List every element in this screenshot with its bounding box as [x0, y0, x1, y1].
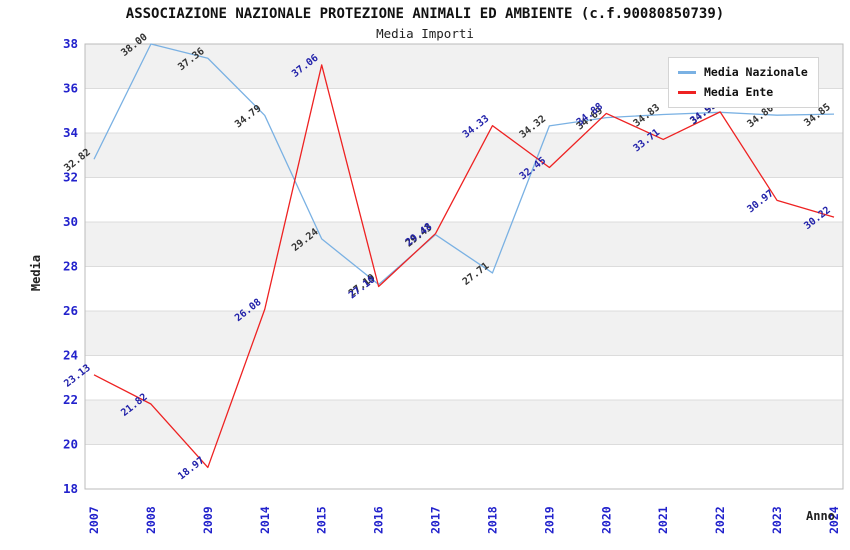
- x-tick-label: 2008: [144, 506, 158, 534]
- x-tick-label: 2017: [429, 506, 443, 534]
- chart-title: ASSOCIAZIONE NAZIONALE PROTEZIONE ANIMAL…: [125, 6, 725, 22]
- x-tick-label: 2020: [599, 506, 613, 534]
- band-row: [85, 133, 843, 178]
- x-tick-label: 2016: [372, 506, 386, 534]
- band-row: [85, 222, 843, 267]
- chart-legend: Media Nazionale Media Ente: [668, 57, 819, 108]
- y-tick-label: 22: [63, 392, 78, 407]
- y-tick-label: 38: [63, 36, 78, 51]
- y-tick-label: 20: [63, 437, 78, 452]
- x-tick-label: 2014: [258, 506, 272, 534]
- y-tick-label: 30: [63, 214, 78, 229]
- x-axis-title: Anno: [806, 509, 835, 523]
- band-row: [85, 400, 843, 445]
- x-tick-label: 2021: [656, 506, 670, 534]
- series-line: [93, 43, 835, 286]
- legend-label: Media Ente: [704, 85, 774, 99]
- x-tick-label: 2009: [201, 506, 215, 534]
- legend-item-media-ente: Media Ente: [678, 85, 808, 99]
- y-tick-label: 18: [63, 481, 78, 496]
- chart-subtitle: Media Importi: [376, 26, 474, 41]
- legend-label: Media Nazionale: [704, 65, 808, 79]
- x-tick-label: 2007: [87, 506, 101, 534]
- red-line-swatch-icon: [678, 90, 696, 94]
- y-tick-label: 36: [63, 81, 78, 96]
- series-line: [93, 64, 835, 469]
- x-tick-label: 2019: [542, 506, 556, 534]
- y-tick-label: 34: [63, 125, 78, 140]
- y-axis-title: Media: [29, 254, 44, 292]
- band-row: [85, 311, 843, 356]
- legend-item-media-nazionale: Media Nazionale: [678, 65, 808, 79]
- blue-line-swatch-icon: [678, 70, 696, 74]
- y-tick-label: 26: [63, 303, 78, 318]
- y-tick-label: 28: [63, 259, 78, 274]
- x-tick-label: 2022: [713, 506, 727, 534]
- x-tick-label: 2023: [770, 506, 784, 534]
- x-tick-label: 2018: [485, 506, 499, 534]
- x-tick-label: 2015: [315, 506, 329, 534]
- x-tick-label: 2024: [827, 506, 841, 534]
- y-tick-label: 32: [63, 170, 78, 185]
- y-tick-label: 24: [63, 348, 78, 363]
